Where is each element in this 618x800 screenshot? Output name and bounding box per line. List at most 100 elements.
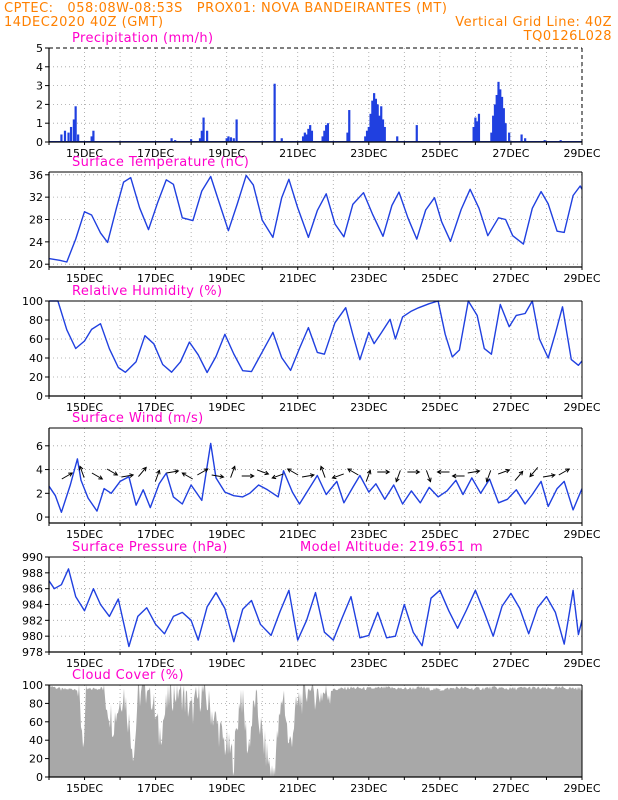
header-model-code: TQ0126L028 <box>523 29 612 44</box>
wind-arrow <box>365 469 372 482</box>
precip-bar <box>90 136 93 142</box>
temp-xtick-label: 17DEC <box>137 272 174 285</box>
temp-xtick-label: 25DEC <box>421 272 458 285</box>
precip-xtick-label: 15DEC <box>66 147 103 160</box>
precip-bar <box>346 132 349 142</box>
precip-bar <box>492 115 495 142</box>
wind-xtick-label: 27DEC <box>492 528 529 541</box>
cloud-ytick-label: 20 <box>29 753 43 766</box>
precip-panel: Precipitation (mm/h) 0 1 2 3 4 5 15DEC 17DEC 19DE… <box>36 31 601 160</box>
precip-bar <box>72 119 75 142</box>
precip-bar <box>381 119 385 142</box>
wind-arrow <box>436 469 450 475</box>
wind-arrow <box>497 468 511 475</box>
pressure-xtick-label: 21DEC <box>279 657 316 670</box>
precip-bar <box>502 108 505 142</box>
rh-xtick-label: 19DEC <box>208 401 245 414</box>
pressure-xtick-label: 17DEC <box>137 657 174 670</box>
precip-bar <box>374 98 378 142</box>
wind-arrow <box>407 469 421 475</box>
precip-bar <box>229 137 233 142</box>
precip-bar <box>493 104 497 142</box>
rh-xtick-label: 21DEC <box>279 401 316 414</box>
precip-bar <box>273 83 276 142</box>
precip-bar <box>477 113 481 142</box>
pressure-ytick-label: 978 <box>22 646 43 659</box>
precip-ytick-label: 4 <box>36 61 43 74</box>
wind-arrow <box>347 468 359 476</box>
precip-bar <box>301 136 305 142</box>
precip-bar <box>235 119 238 142</box>
precip-bar <box>69 126 73 142</box>
cloud-xtick-label: 29DEC <box>563 782 600 795</box>
header-station-line: CPTEC: 058:08W-08:53S PROX01: NOVA BANDE… <box>4 1 448 16</box>
precip-bar <box>365 130 369 142</box>
cloud-ytick-label: 100 <box>22 679 43 692</box>
precip-bar <box>497 81 500 142</box>
wind-xtick-label: 17DEC <box>137 528 174 541</box>
precip-ytick-label: 0 <box>36 136 43 149</box>
precip-ytick-label: 3 <box>36 80 43 93</box>
pressure-xtick-label: 23DEC <box>350 657 387 670</box>
precip-bar <box>415 125 418 142</box>
wind-panel: Surface Wind (m/s) 0 2 4 6 15DEC 17DEC 19DEC 21D… <box>36 411 601 541</box>
precip-bar <box>500 96 504 142</box>
pressure-ytick-label: 982 <box>22 614 43 627</box>
precip-bar <box>474 117 477 142</box>
rh-xtick-label: 29DEC <box>563 401 600 414</box>
precip-bar <box>74 106 77 142</box>
cloud-xtick-label: 19DEC <box>208 782 245 795</box>
pressure-ytick-label: 986 <box>22 583 43 596</box>
precip-ytick-label: 5 <box>36 42 43 55</box>
cloud-ytick-label: 0 <box>36 771 43 784</box>
precip-bar <box>321 136 324 142</box>
wind-arrow <box>256 469 270 476</box>
wind-arrow <box>121 473 135 478</box>
precip-bar <box>225 138 228 142</box>
rh-series-line <box>49 300 583 374</box>
precip-xtick-label: 21DEC <box>279 147 316 160</box>
precip-bar <box>307 128 310 142</box>
wind-xtick-label: 21DEC <box>279 528 316 541</box>
pressure-xtick-label: 29DEC <box>563 657 600 670</box>
temp-series-line <box>48 174 583 263</box>
precip-bar <box>190 139 193 142</box>
rh-xtick-label: 27DEC <box>492 401 529 414</box>
precip-xtick-label: 23DEC <box>350 147 387 160</box>
precip-bar <box>383 126 386 142</box>
precip-ytick-label: 1 <box>36 117 43 130</box>
cloud-xtick-label: 23DEC <box>350 782 387 795</box>
precip-bar <box>170 138 173 142</box>
precip-bar <box>472 126 475 142</box>
pressure-series-line <box>48 568 583 648</box>
cloud-xtick-label: 17DEC <box>137 782 174 795</box>
temp-xtick-label: 15DEC <box>66 272 103 285</box>
rh-xtick-label: 15DEC <box>66 401 103 414</box>
wind-arrow <box>395 470 401 483</box>
wind-arrow <box>301 473 315 478</box>
precip-xtick-label: 19DEC <box>208 147 245 160</box>
precip-bar <box>227 136 230 142</box>
rh-ytick-label: 0 <box>36 390 43 403</box>
precip-bar <box>200 130 203 142</box>
cloud-xtick-label: 15DEC <box>66 782 103 795</box>
wind-arrow <box>467 469 481 474</box>
wind-arrow <box>529 467 539 478</box>
cloud-area <box>49 685 582 777</box>
precip-bar <box>348 110 351 142</box>
rh-ytick-label: 100 <box>22 295 43 308</box>
wind-arrow <box>286 468 299 476</box>
temp-ytick-label: 36 <box>29 169 43 182</box>
temp-xtick-label: 29DEC <box>563 272 600 285</box>
header-grid-line-note: Vertical Grid Line: 40Z <box>455 15 612 30</box>
precip-bar <box>309 125 312 142</box>
precip-bar <box>378 115 381 142</box>
wind-ytick-label: 2 <box>36 487 43 500</box>
wind-arrow <box>241 473 255 479</box>
temp-xtick-label: 27DEC <box>492 272 529 285</box>
wind-arrow <box>514 470 524 481</box>
precip-ytick-label: 2 <box>36 98 43 111</box>
precip-bar <box>198 138 202 142</box>
header: CPTEC: 058:08W-08:53S PROX01: NOVA BANDE… <box>0 0 618 46</box>
precip-bar <box>326 123 330 142</box>
